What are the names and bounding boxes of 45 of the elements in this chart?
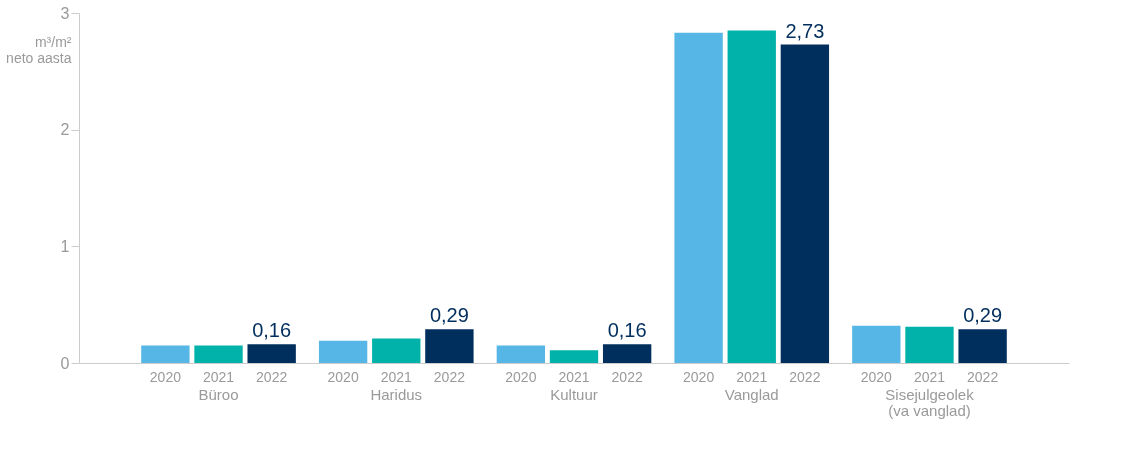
bar xyxy=(852,325,901,363)
y-tick-label: 1 xyxy=(60,237,70,255)
bar xyxy=(780,44,830,363)
bar xyxy=(247,344,296,363)
y-tick-label: 0 xyxy=(60,354,70,372)
x-tick-label: Vanglad xyxy=(724,385,779,403)
bar xyxy=(372,338,421,363)
text: 2020 xyxy=(505,369,537,385)
text: 2021 xyxy=(913,369,946,385)
bar xyxy=(674,32,723,363)
data-label: 0,16 xyxy=(252,319,292,342)
text: 2021 xyxy=(558,369,590,385)
data-label: 0,29 xyxy=(963,304,1003,327)
bar xyxy=(549,350,599,363)
bar xyxy=(425,329,474,363)
bar xyxy=(727,30,776,363)
data-label: 2,73 xyxy=(785,19,825,42)
series-label: 2021 xyxy=(202,369,235,385)
series-label: 2022 xyxy=(256,369,288,385)
bar xyxy=(905,326,954,363)
text: 2020 xyxy=(860,369,892,385)
bar xyxy=(141,345,190,363)
bar xyxy=(602,344,652,363)
x-tick-label: Kultuur xyxy=(550,385,598,403)
y-tick-label: 2 xyxy=(60,121,70,139)
bar xyxy=(496,345,546,363)
text: 2020 xyxy=(683,369,715,385)
bar xyxy=(318,340,368,363)
y-axis-title: m³/m² neto aasta xyxy=(6,33,72,66)
text: 2022 xyxy=(611,369,643,385)
text: 2022 xyxy=(789,369,821,385)
data-label: 0,16 xyxy=(607,319,647,342)
bar xyxy=(194,345,243,363)
text: 2022 xyxy=(433,369,465,385)
text: 2022 xyxy=(967,369,999,385)
bar xyxy=(958,329,1007,363)
text: 2021 xyxy=(380,369,412,385)
y-tick-label: 3 xyxy=(60,4,70,22)
text: 2021 xyxy=(736,369,768,385)
x-tick-label: Haridus xyxy=(370,385,423,403)
series-label: 2020 xyxy=(149,369,182,385)
text: 2020 xyxy=(327,369,359,385)
x-tick-label: Sisejulgeolek (va vanglad) xyxy=(885,385,975,419)
x-tick-label: Büroo xyxy=(198,385,239,403)
data-label: 0,29 xyxy=(429,304,469,327)
